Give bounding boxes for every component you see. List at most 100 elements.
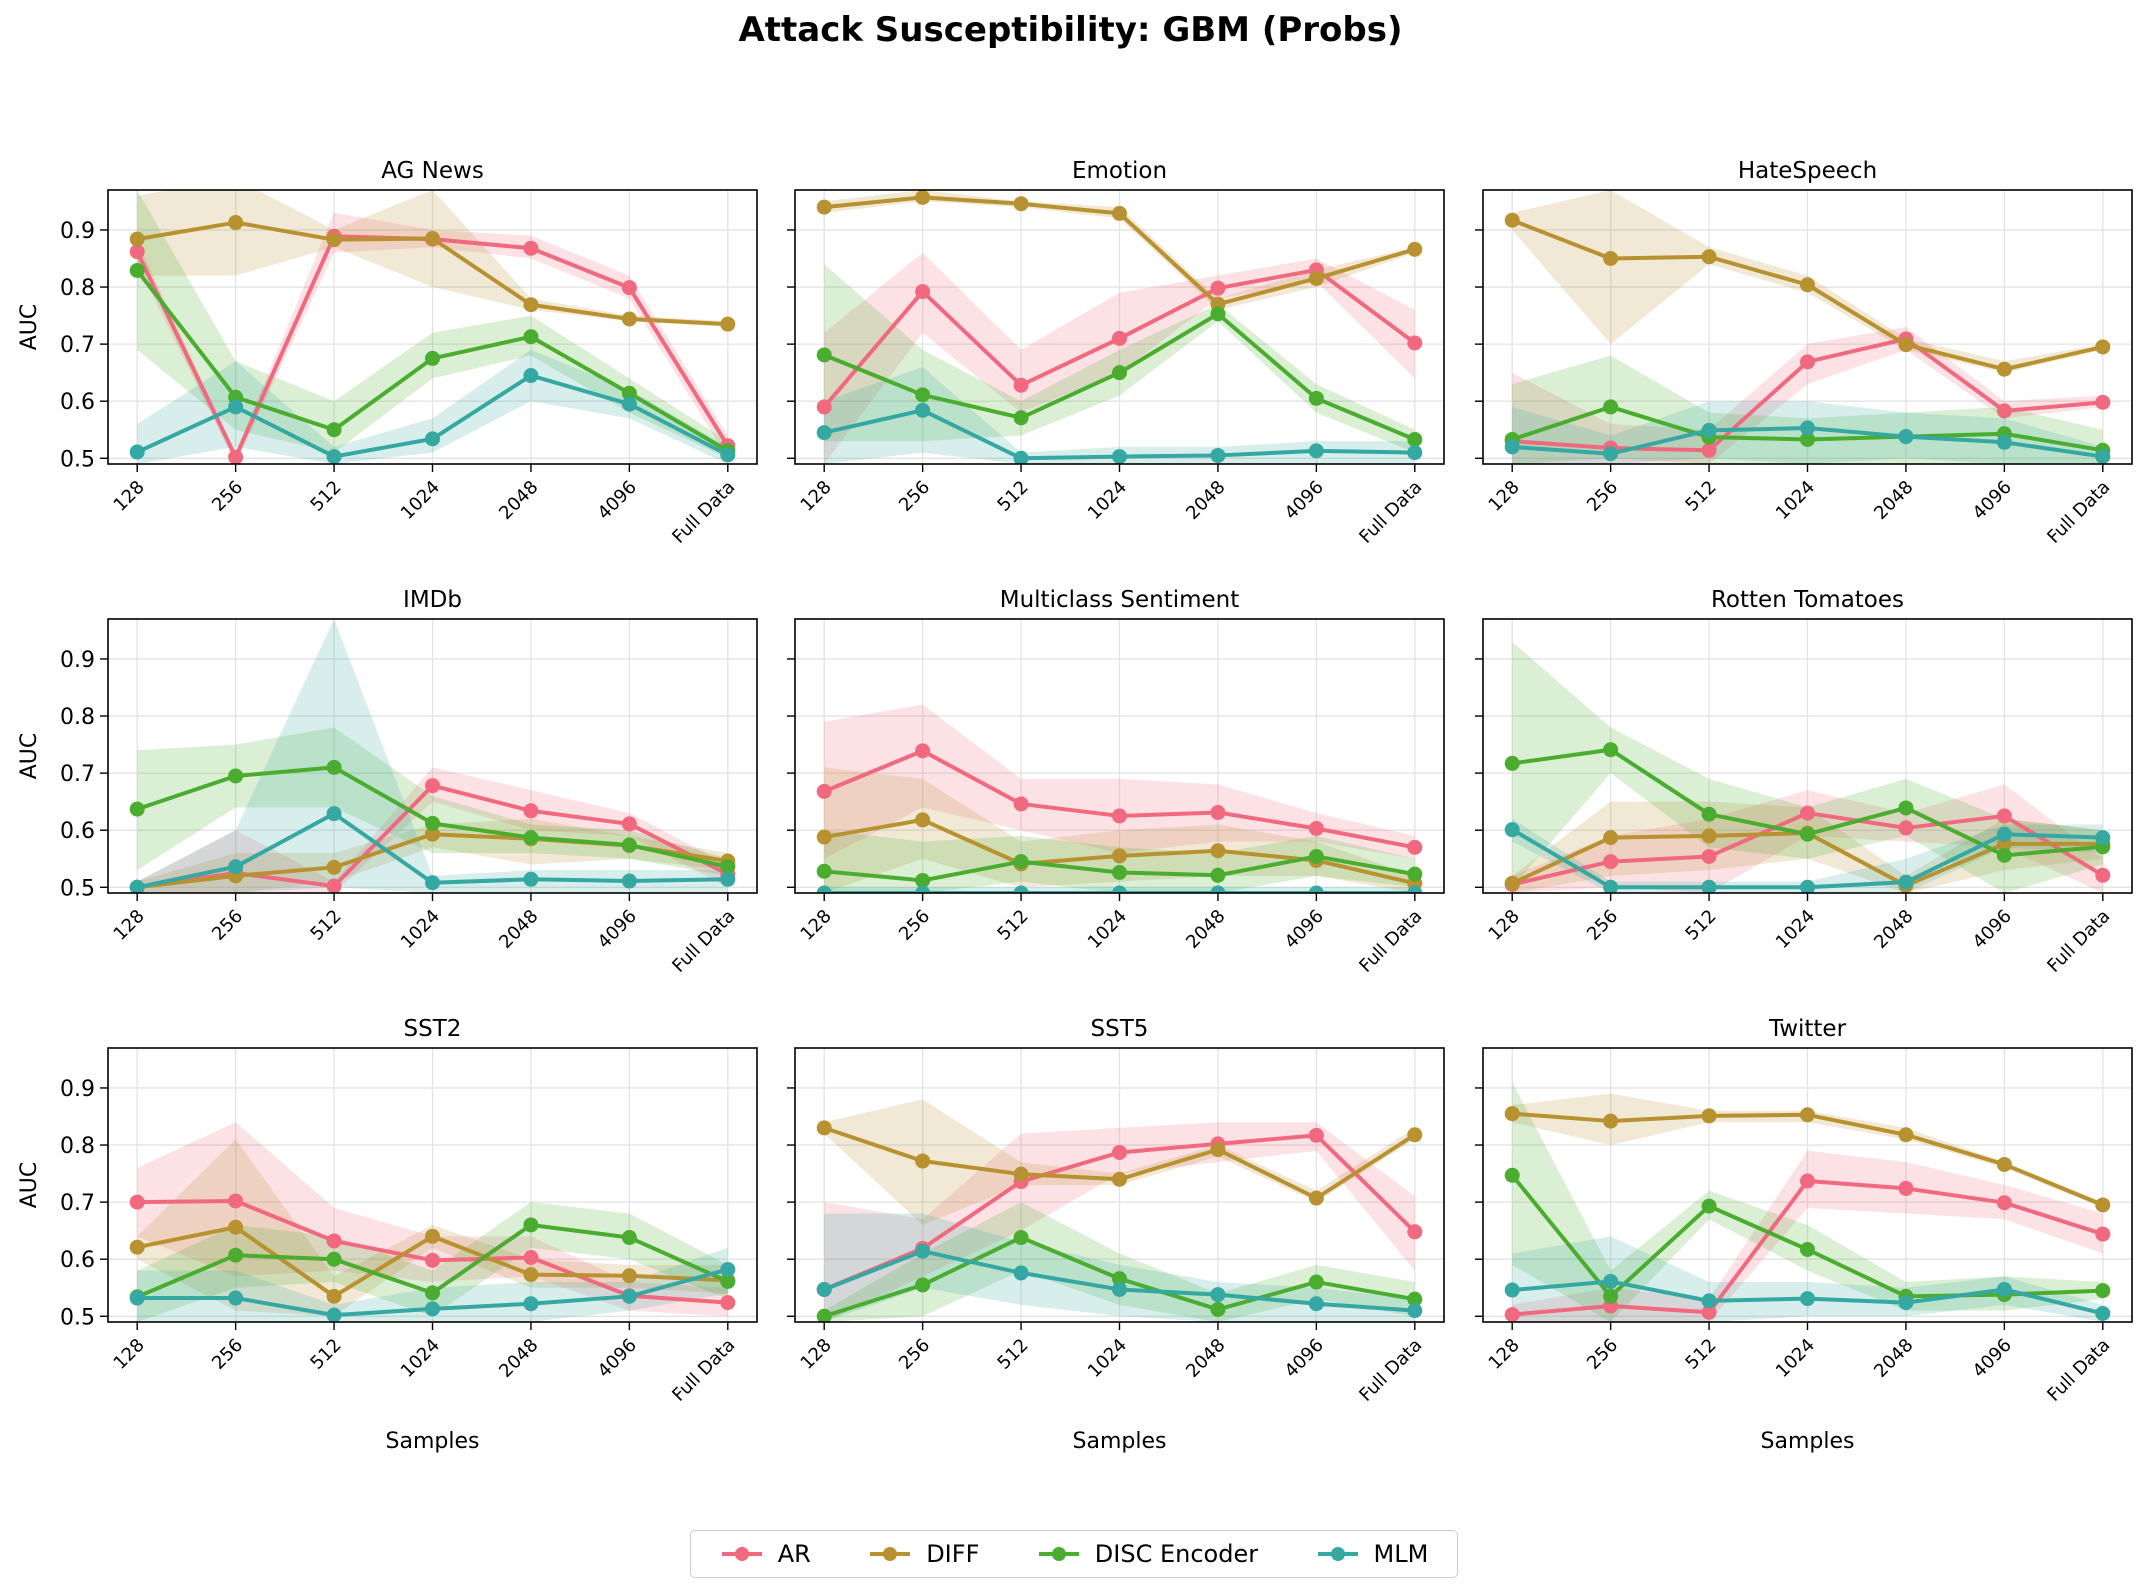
point-diff [1308,270,1324,286]
xtick-label-emotion: 4096 [1281,477,1328,524]
point-ar [1013,796,1029,812]
band-ar [1512,784,2103,893]
xtick-label-emotion: 2048 [1182,477,1229,524]
band-mlm [137,1247,728,1322]
xtick-label-ag-news: 1024 [397,477,444,524]
point-diff [1308,1190,1324,1206]
legend-label-ar: AR [777,1540,811,1568]
point-disc-encoder [1013,854,1029,870]
band-diff [137,190,728,327]
ytick-label-ag-news: 0.9 [60,219,95,244]
point-mlm [1308,1296,1324,1312]
panel-ag-news: AG News 0.5 0.6 0.7 0.8 0.9 128 256 512 1024 2048 4… [17,158,758,548]
point-disc-encoder [1996,847,2012,863]
point-diff [2095,1197,2111,1213]
plot-area-sst2 [129,1122,736,1322]
band-diff [1512,1093,2103,1208]
point-mlm [720,447,736,463]
legend-label-diff: DIFF [926,1540,980,1568]
point-mlm [621,873,637,889]
point-diff [621,311,637,327]
band-disc-encoder [137,727,728,876]
point-mlm [816,1281,832,1297]
band-disc-encoder [137,190,728,459]
point-ar [1308,820,1324,836]
point-diff [1603,1113,1619,1129]
xtick-label-ag-news: 256 [208,477,247,516]
point-disc-encoder [915,1277,931,1293]
ytick-label-ag-news: 0.6 [60,390,95,415]
point-diff [1996,1156,2012,1172]
ytick-label-ag-news: 0.7 [60,333,95,358]
point-ar [1112,808,1127,824]
xtick-label-emotion: 256 [895,477,934,516]
xtick-label-ag-news: 4096 [594,477,641,524]
point-diff [523,297,539,313]
point-disc-encoder [1701,1198,1717,1214]
xtick-label-multiclass-sentiment: 256 [895,906,934,945]
band-mlm [137,619,728,893]
point-disc-encoder [1407,1291,1423,1307]
point-disc-encoder [523,830,539,846]
panel-twitter: Twitter 128 256 512 1024 2048 4096 Full Data Sam… [1475,1016,2133,1454]
xtick-label-rotten-tomatoes: 4096 [1969,906,2016,953]
band-ar [1512,327,2103,464]
point-diff [425,231,440,247]
xtick-label-sst5: 512 [993,1335,1032,1374]
ylabel-ag-news: AUC [17,304,42,351]
xtick-label-imdb: 1024 [397,906,444,953]
point-mlm [1504,822,1520,838]
point-diff [1210,843,1226,859]
point-diff [1800,1107,1815,1123]
point-mlm [1013,450,1029,464]
panel-rotten-tomatoes: Rotten Tomatoes 128 256 512 1024 2048 4096 Full… [1475,587,2133,977]
ylabel-sst2: AUC [17,1162,42,1209]
legend: AR DIFF DISC Encoder MLM [690,1530,1458,1578]
point-ar [1996,1195,2012,1211]
xtick-label-hatespeech: 256 [1583,477,1622,516]
point-diff [1013,1166,1029,1182]
point-disc-encoder [1898,800,1914,816]
band-diff [1512,801,2103,893]
point-diff [915,812,931,828]
point-ar [915,743,931,759]
point-mlm [1701,879,1717,893]
legend-label-mlm: MLM [1373,1540,1429,1568]
point-mlm [621,1288,637,1304]
point-mlm [523,871,539,887]
xtick-label-twitter: 1024 [1772,1335,1819,1382]
point-mlm [621,396,637,412]
point-disc-encoder [228,1247,244,1263]
point-diff [129,1239,145,1255]
point-disc-encoder [1603,399,1619,415]
point-disc-encoder [1308,848,1324,864]
point-mlm [523,368,539,384]
point-ar [425,1252,440,1268]
point-diff [1504,212,1520,228]
ytick-label-imdb: 0.8 [60,705,95,730]
point-disc-encoder [816,1308,832,1322]
panel-title-twitter: Twitter [1768,1016,1847,1042]
point-mlm [129,444,145,460]
point-ar [1407,1224,1423,1240]
band-mlm [824,366,1415,464]
point-mlm [326,806,342,822]
xtick-label-imdb: 2048 [495,906,542,953]
point-diff [915,190,931,205]
point-mlm [1800,420,1815,436]
band-ar [137,767,728,893]
point-disc-encoder [1800,826,1815,842]
ytick-label-imdb: 0.7 [60,762,95,787]
xtick-label-multiclass-sentiment: Full Data [1355,906,1426,977]
plot-area-twitter [1504,1082,2111,1322]
point-diff [1407,241,1423,257]
xtick-label-sst2: 128 [110,1335,149,1374]
point-disc-encoder [129,801,145,817]
point-disc-encoder [1504,755,1520,771]
point-mlm [425,431,440,447]
xtick-label-hatespeech: 4096 [1969,477,2016,524]
xtick-label-hatespeech: 128 [1485,477,1524,516]
point-diff [1504,1106,1520,1122]
xtick-label-emotion: Full Data [1355,477,1426,548]
point-disc-encoder [2095,1283,2111,1299]
